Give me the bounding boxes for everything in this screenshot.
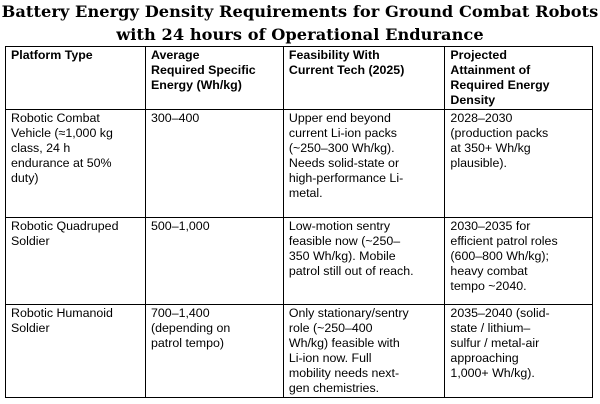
header-projected-attainment: Projected Attainment of Required Energy …	[444, 46, 593, 110]
cell-projected-attainment: 2030–2035 for efficient patrol roles (60…	[444, 217, 593, 305]
cell-platform-type: Robotic Humanoid Soldier	[4, 304, 147, 398]
cell-feasibility: Upper end beyond current Li-ion packs (~…	[282, 109, 446, 218]
energy-density-table: Platform Type Average Required Specific …	[4, 46, 593, 398]
page-title: Battery Energy Density Requirements for …	[1, 2, 599, 44]
table-row: Robotic Quadruped Soldier 500–1,000 Low-…	[4, 217, 593, 305]
header-platform-type: Platform Type	[4, 46, 147, 110]
header-feasibility-current-tech: Feasibility With Current Tech (2025)	[282, 46, 446, 110]
cell-feasibility: Only stationary/sentry role (~250–400 Wh…	[282, 304, 446, 398]
cell-projected-attainment: 2028–2030 (production packs at 350+ Wh/k…	[444, 109, 593, 218]
cell-required-specific-energy: 500–1,000	[145, 217, 284, 305]
cell-required-specific-energy: 700–1,400 (depending on patrol tempo)	[145, 304, 284, 398]
cell-platform-type: Robotic Quadruped Soldier	[4, 217, 147, 305]
table-header-row: Platform Type Average Required Specific …	[4, 46, 593, 110]
cell-platform-type: Robotic Combat Vehicle (≈1,000 kg class,…	[4, 109, 147, 218]
table-row: Robotic Humanoid Soldier 700–1,400 (depe…	[4, 304, 593, 398]
table-row: Robotic Combat Vehicle (≈1,000 kg class,…	[4, 109, 593, 218]
header-required-specific-energy: Average Required Specific Energy (Wh/kg)	[145, 46, 284, 110]
cell-feasibility: Low-motion sentry feasible now (~250– 35…	[282, 217, 446, 305]
cell-required-specific-energy: 300–400	[145, 109, 284, 218]
cell-projected-attainment: 2035–2040 (solid- state / lithium– sulfu…	[444, 304, 593, 398]
